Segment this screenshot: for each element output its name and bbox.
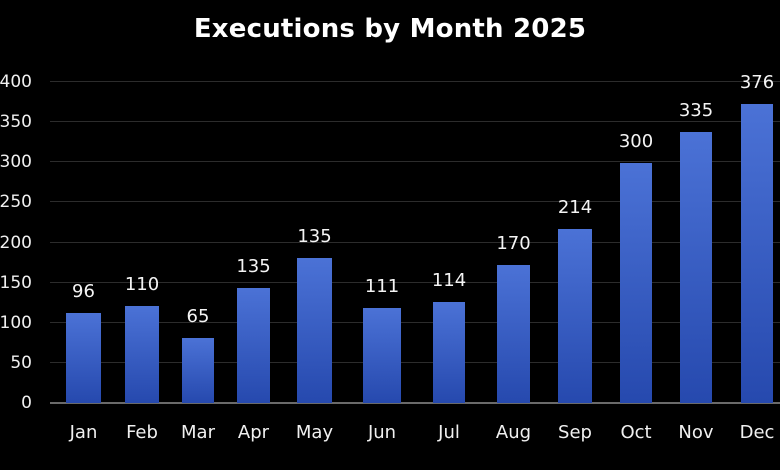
gridline: [50, 362, 780, 363]
x-tick: Mar: [181, 422, 215, 443]
x-tick: May: [295, 422, 334, 443]
x-tick: Dec: [739, 422, 775, 443]
y-tick: 250: [0, 192, 32, 212]
x-tick: Sep: [558, 422, 592, 443]
x-tick: Apr: [237, 422, 270, 443]
x-tick: Oct: [620, 422, 652, 443]
y-tick: 50: [10, 353, 32, 373]
bar-apr: [237, 288, 270, 403]
data-label: 110: [124, 274, 160, 295]
gridline: [50, 242, 780, 243]
gridline: [50, 322, 780, 323]
gridline: [50, 201, 780, 202]
data-label: 65: [186, 306, 210, 327]
x-tick: Nov: [678, 422, 714, 443]
bar-may: [297, 258, 332, 403]
y-tick: 200: [0, 233, 32, 253]
data-label: 376: [739, 72, 775, 93]
x-tick: Jul: [438, 422, 460, 443]
data-label: 114: [431, 270, 467, 291]
y-tick: 400: [0, 72, 32, 92]
gridline: [50, 121, 780, 122]
data-label: 335: [678, 100, 714, 121]
bar-mar: [182, 338, 214, 403]
y-tick: 100: [0, 313, 32, 333]
data-label: 111: [364, 276, 400, 297]
data-label: 214: [557, 197, 593, 218]
y-tick: 350: [0, 112, 32, 132]
x-tick: Jan: [69, 422, 98, 443]
bar-nov: [680, 132, 712, 403]
data-label: 96: [72, 281, 95, 302]
y-tick: 150: [0, 273, 32, 293]
bar-feb: [125, 306, 159, 403]
x-tick: Jun: [367, 422, 397, 443]
bar-jan: [66, 313, 101, 403]
bar-aug: [497, 265, 530, 403]
chart-title: Executions by Month 2025: [193, 14, 587, 44]
bar-jun: [363, 308, 401, 403]
gridline: [50, 161, 780, 162]
data-label: 135: [297, 226, 332, 247]
gridline: [50, 282, 780, 283]
y-tick: 300: [0, 152, 32, 172]
data-label: 135: [236, 256, 271, 277]
x-tick: Feb: [126, 422, 158, 443]
bar-dec: [741, 104, 773, 403]
data-label: 170: [496, 233, 531, 254]
data-label: 300: [618, 131, 654, 152]
x-tick: Aug: [495, 422, 532, 443]
bar-oct: [620, 163, 652, 403]
gridline: [50, 81, 780, 82]
y-tick: 0: [21, 393, 32, 413]
bar-jul: [433, 302, 465, 403]
bar-sep: [558, 229, 592, 403]
x-axis-line: [50, 402, 780, 404]
